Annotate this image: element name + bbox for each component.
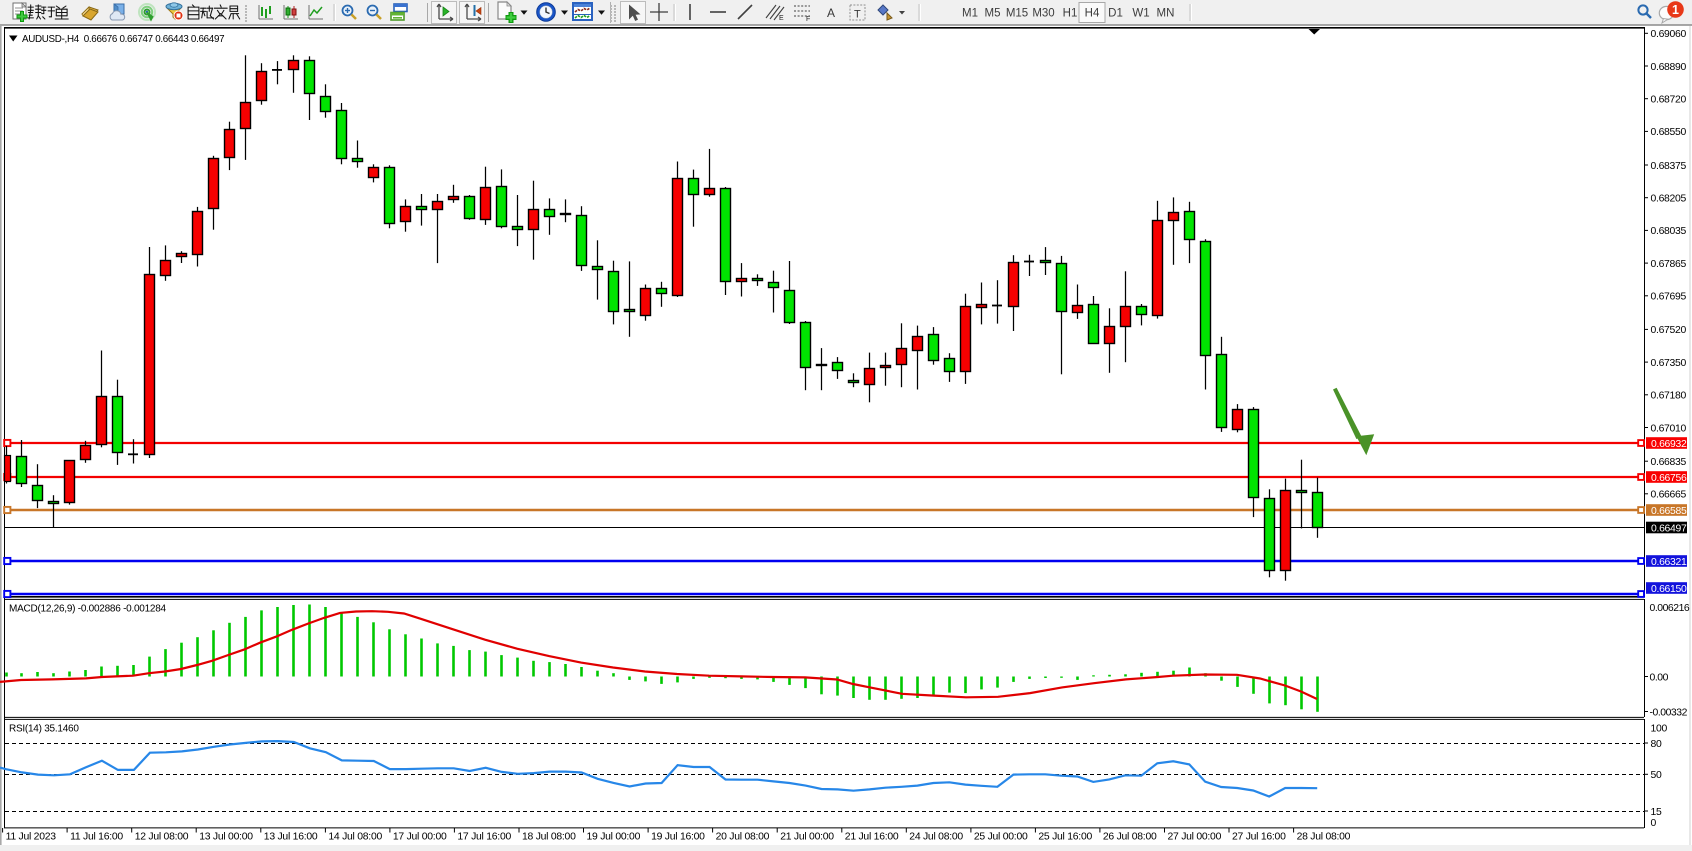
svg-text:0.67180: 0.67180 — [1651, 391, 1687, 402]
svg-text:0.00: 0.00 — [1650, 672, 1669, 683]
svg-text:15: 15 — [1651, 807, 1662, 818]
svg-text:W1: W1 — [1132, 8, 1149, 20]
svg-text:17 Jul 16:00: 17 Jul 16:00 — [457, 832, 511, 843]
svg-text:MACD(12,26,9) -0.002886 -0.001: MACD(12,26,9) -0.002886 -0.001284 — [9, 603, 167, 614]
svg-text:26 Jul 08:00: 26 Jul 08:00 — [1103, 832, 1157, 843]
svg-text:-0.00332: -0.00332 — [1650, 707, 1688, 718]
svg-text:A: A — [827, 6, 835, 20]
svg-text:0.68375: 0.68375 — [1651, 161, 1687, 172]
svg-text:M1: M1 — [962, 8, 978, 20]
svg-text:0: 0 — [1651, 818, 1657, 829]
svg-text:28 Jul 08:00: 28 Jul 08:00 — [1297, 832, 1351, 843]
svg-text:21 Jul 16:00: 21 Jul 16:00 — [845, 832, 899, 843]
svg-text:0.66665: 0.66665 — [1651, 490, 1687, 501]
svg-text:80: 80 — [1651, 739, 1662, 750]
svg-text:E: E — [779, 15, 784, 22]
svg-text:20 Jul 08:00: 20 Jul 08:00 — [716, 832, 770, 843]
svg-text:13 Jul 00:00: 13 Jul 00:00 — [199, 832, 253, 843]
svg-text:0.67010: 0.67010 — [1651, 423, 1687, 434]
svg-text:0.66932: 0.66932 — [1651, 439, 1687, 450]
svg-text:0.67520: 0.67520 — [1651, 325, 1687, 336]
svg-text:19 Jul 16:00: 19 Jul 16:00 — [651, 832, 705, 843]
svg-text:18 Jul 08:00: 18 Jul 08:00 — [522, 832, 576, 843]
svg-text:24 Jul 08:00: 24 Jul 08:00 — [909, 832, 963, 843]
svg-text:17 Jul 00:00: 17 Jul 00:00 — [393, 832, 447, 843]
svg-text:27 Jul 16:00: 27 Jul 16:00 — [1232, 832, 1286, 843]
svg-text:50: 50 — [1651, 770, 1662, 781]
svg-text:0.66835: 0.66835 — [1651, 457, 1687, 468]
svg-text:0.66321: 0.66321 — [1651, 557, 1687, 568]
svg-text:13 Jul 16:00: 13 Jul 16:00 — [264, 832, 318, 843]
svg-text:M5: M5 — [985, 8, 1001, 20]
svg-text:D1: D1 — [1108, 8, 1123, 20]
svg-text:0.66150: 0.66150 — [1651, 584, 1687, 595]
svg-text:12 Jul 08:00: 12 Jul 08:00 — [135, 832, 189, 843]
svg-text:11 Jul 2023: 11 Jul 2023 — [6, 832, 57, 843]
svg-text:M30: M30 — [1032, 8, 1054, 20]
svg-text:11 Jul 16:00: 11 Jul 16:00 — [70, 832, 123, 843]
svg-text:MN: MN — [1157, 8, 1175, 20]
svg-text:100: 100 — [1651, 723, 1668, 734]
svg-text:0.67695: 0.67695 — [1651, 292, 1687, 303]
svg-text:T: T — [854, 9, 861, 21]
svg-text:0.68205: 0.68205 — [1651, 194, 1687, 205]
svg-text:AUDUSD-,H4 0.66676 0.66747 0.: AUDUSD-,H4 0.66676 0.66747 0.66443 0.664… — [22, 34, 224, 45]
svg-text:H1: H1 — [1063, 8, 1078, 20]
svg-text:25 Jul 16:00: 25 Jul 16:00 — [1038, 832, 1092, 843]
svg-text:0.68035: 0.68035 — [1651, 226, 1687, 237]
svg-text:27 Jul 00:00: 27 Jul 00:00 — [1168, 832, 1222, 843]
svg-text:H4: H4 — [1085, 8, 1100, 20]
svg-text:0.68550: 0.68550 — [1651, 127, 1687, 138]
svg-text:14 Jul 08:00: 14 Jul 08:00 — [328, 832, 382, 843]
svg-text:0.68890: 0.68890 — [1651, 62, 1687, 73]
svg-text:0.66585: 0.66585 — [1651, 506, 1687, 517]
svg-text:0.66497: 0.66497 — [1651, 523, 1687, 534]
svg-text:1: 1 — [1672, 3, 1679, 17]
svg-text:25 Jul 00:00: 25 Jul 00:00 — [974, 832, 1028, 843]
svg-text:RSI(14) 35.1460: RSI(14) 35.1460 — [9, 723, 79, 734]
svg-text:0.67350: 0.67350 — [1651, 358, 1687, 369]
svg-text:0.67865: 0.67865 — [1651, 259, 1687, 270]
svg-text:19 Jul 00:00: 19 Jul 00:00 — [587, 832, 641, 843]
svg-text:0.69060: 0.69060 — [1651, 29, 1687, 40]
svg-text:M15: M15 — [1006, 8, 1028, 20]
svg-text:0.66756: 0.66756 — [1651, 473, 1687, 484]
svg-text:21 Jul 00:00: 21 Jul 00:00 — [780, 832, 834, 843]
svg-text:F: F — [806, 16, 810, 23]
svg-text:0.68720: 0.68720 — [1651, 95, 1687, 106]
svg-text:0.006216: 0.006216 — [1650, 603, 1690, 614]
